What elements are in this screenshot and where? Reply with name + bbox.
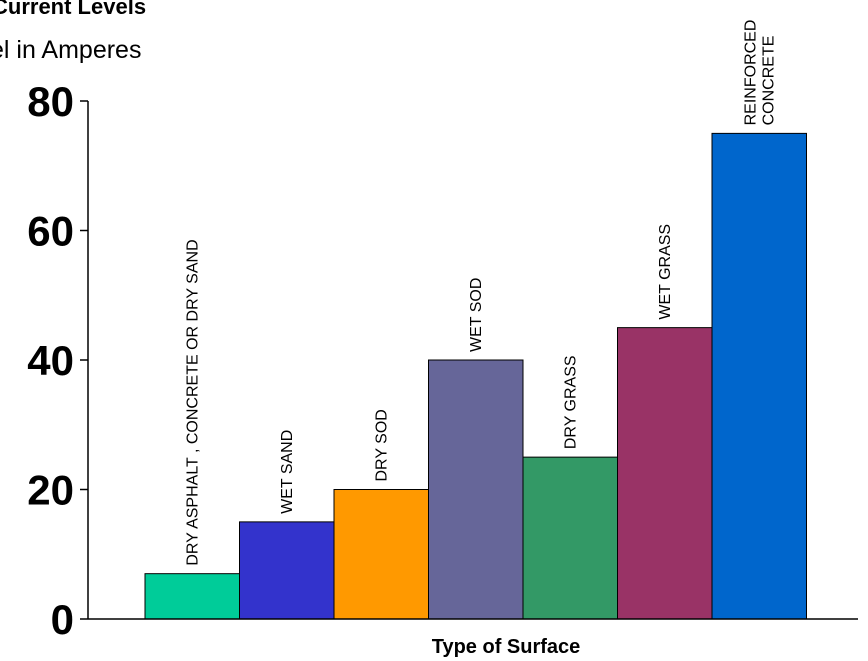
bar: [522, 456, 618, 620]
bar-category-label: WET GRASS: [657, 224, 674, 320]
x-axis-label: Type of Surface: [432, 636, 581, 658]
bar-category-label-line: DRY SOD: [373, 409, 390, 481]
y-tick-label: 60: [27, 208, 74, 255]
bar-category-label-line: CONCRETE: [760, 36, 777, 126]
bar: [333, 489, 429, 620]
y-tick-label: 0: [51, 596, 74, 643]
chart-subtitle: el in Amperes: [0, 36, 142, 64]
bar: [428, 359, 524, 620]
bar-category-label-line: REINFORCED: [742, 20, 759, 126]
bar-category-label-line: WET SAND: [279, 430, 296, 514]
bar-category-label-line: WET GRASS: [657, 224, 674, 320]
y-tick-label: 80: [27, 78, 74, 125]
bar: [239, 521, 335, 620]
bar-category-label: REINFORCEDCONCRETE: [742, 20, 777, 126]
bar: [617, 327, 713, 620]
bar-category-label: DRY ASPHALT , CONCRETE OR DRY SAND: [184, 239, 201, 565]
bar-category-label-line: DRY GRASS: [562, 355, 579, 449]
bars-group: [144, 132, 807, 620]
bar-category-label: WET SOD: [468, 278, 485, 352]
y-tick-label: 40: [27, 337, 74, 384]
bar-category-label: DRY SOD: [373, 409, 390, 481]
bar-labels-group: DRY ASPHALT , CONCRETE OR DRY SAND WET SA…: [184, 20, 777, 566]
y-tick-label: 20: [27, 467, 74, 514]
bar-category-label: DRY GRASS: [562, 355, 579, 449]
bar-category-label-line: DRY ASPHALT , CONCRETE OR DRY SAND: [184, 239, 201, 565]
bar: [144, 573, 240, 620]
bar: [711, 132, 807, 620]
bar-category-label-line: WET SOD: [468, 278, 485, 352]
y-axis-ticks: 0 20 40 60 80: [27, 78, 88, 643]
chart-title: Current Levels: [0, 0, 147, 19]
bar-category-label: WET SAND: [279, 430, 296, 514]
